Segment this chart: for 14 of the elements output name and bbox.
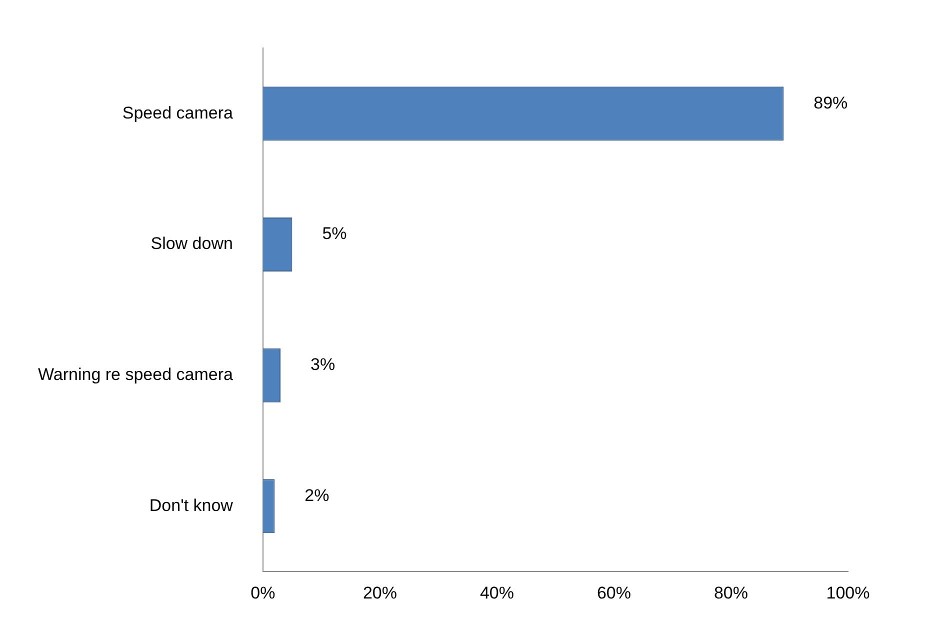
x-tick-label: 80% [714, 583, 748, 602]
x-tick-label: 100% [826, 583, 870, 602]
y-tick-label: Don't know [149, 496, 234, 515]
y-tick-label: Speed camera [122, 103, 234, 122]
data-label: 2% [304, 486, 330, 505]
x-tick-label: 20% [362, 583, 397, 602]
x-tick-label: 40% [480, 583, 514, 602]
y-tick-label: Warning re speed camera [38, 365, 234, 384]
data-label: 3% [310, 355, 336, 374]
y-tick-label: Slow down [150, 234, 233, 254]
data-label: 5% [322, 224, 347, 244]
x-tick-label: 0% [250, 583, 276, 602]
data-label: 89% [814, 93, 848, 112]
x-tick-label: 60% [596, 583, 631, 602]
